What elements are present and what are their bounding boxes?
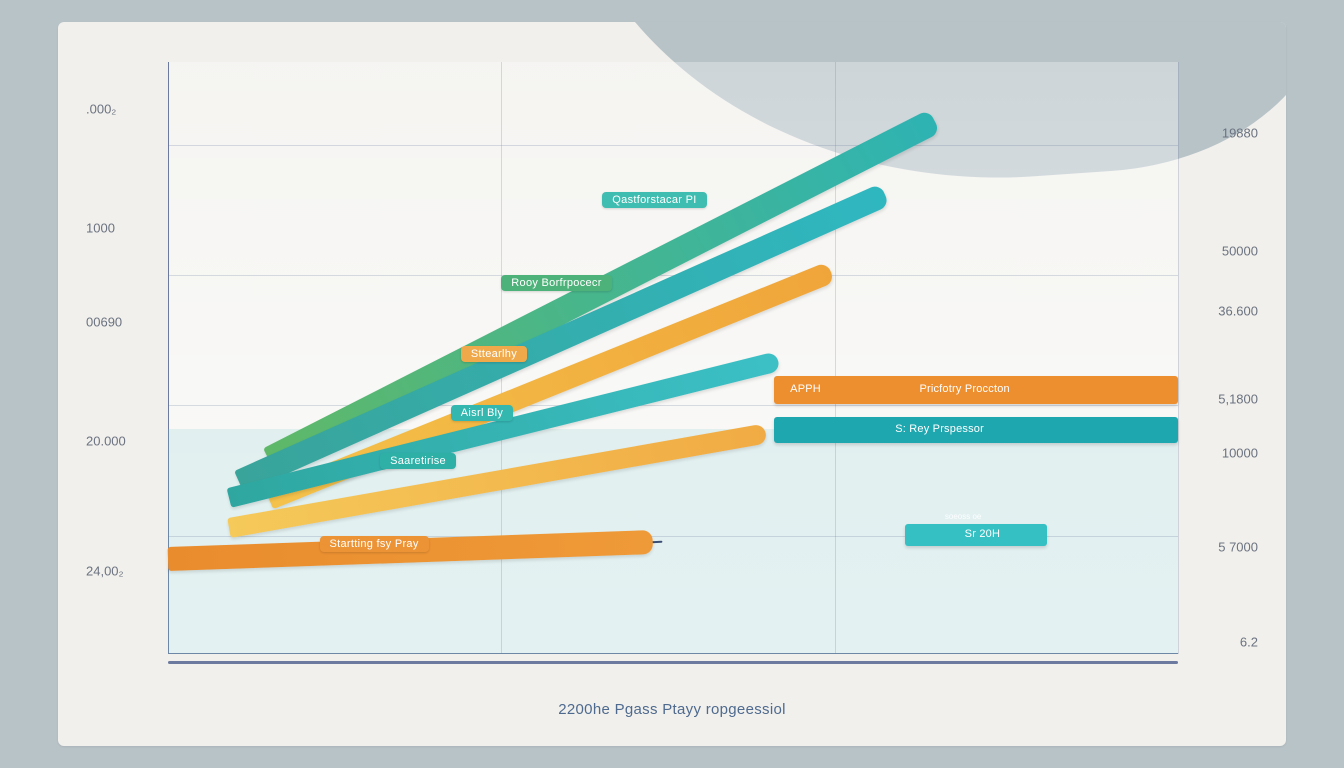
bar-teal-mid: S: Rey Prspessor <box>774 417 1178 443</box>
grid-vertical <box>1178 62 1179 654</box>
y-left-tick: 00690 <box>86 315 122 330</box>
y-right-tick: 50000 <box>1222 244 1258 259</box>
bar-orange-top-text: Pricfotry Proccton <box>919 383 1009 395</box>
ribbon-amber-lower-label: Saaretirise <box>380 453 456 469</box>
y-right-tick: 19880 <box>1222 126 1258 141</box>
bar-teal-small-text: Sr 20H <box>965 528 1000 540</box>
y-right-tick: 10000 <box>1222 445 1258 460</box>
grid-vertical <box>835 62 836 654</box>
bar-orange-top-text: APPH <box>790 383 821 395</box>
grid-horizontal <box>168 145 1178 146</box>
ribbon-top-green-label: Qastforstacar PI <box>602 192 706 208</box>
bar-teal-small-caption: soeoss oe <box>945 512 981 521</box>
y-right-tick: 36.600 <box>1218 303 1258 318</box>
y-right-tick: 5 7000 <box>1218 540 1258 555</box>
y-axis-left: .000₂ 1000 00690 20.000 24,00₂ <box>86 62 158 654</box>
y-left-tick: 24,00₂ <box>86 564 124 579</box>
chart-card: .000₂ 1000 00690 20.000 24,00₂ 19880 50000 36.… <box>58 22 1286 746</box>
ribbon-teal-mid-label: Aisrl Bly <box>451 405 513 421</box>
y-right-tick: 6.2 <box>1240 635 1258 650</box>
grid-horizontal <box>168 405 1178 406</box>
bar-orange-top: APPH Pricfotry Proccton <box>774 376 1178 404</box>
ribbon-amber-upper-label: Sttearlhy <box>461 346 527 362</box>
plot-area: Qastforstacar PI Rooy Borfrpocecr Sttearlh… <box>168 62 1178 654</box>
y-left-tick: .000₂ <box>86 102 116 117</box>
ribbon-orange-base-label: Startting fsy Pray <box>320 536 429 552</box>
x-axis-baseline <box>168 661 1178 664</box>
bar-teal-mid-text: S: Rey Prspessor <box>895 423 984 435</box>
bar-teal-small: Sr 20Hsoeoss oe <box>905 524 1046 546</box>
y-axis-right: 19880 50000 36.600 5,1800 10000 5 7000 6.2 <box>1186 62 1258 654</box>
y-left-tick: 1000 <box>86 220 115 235</box>
y-right-tick: 5,1800 <box>1218 392 1258 407</box>
y-left-tick: 20.000 <box>86 433 126 448</box>
x-axis-title: 2200he Pgass Ptayy ropgeessiol <box>58 701 1286 718</box>
ribbon-second-teal-label: Rooy Borfrpocecr <box>501 275 611 291</box>
